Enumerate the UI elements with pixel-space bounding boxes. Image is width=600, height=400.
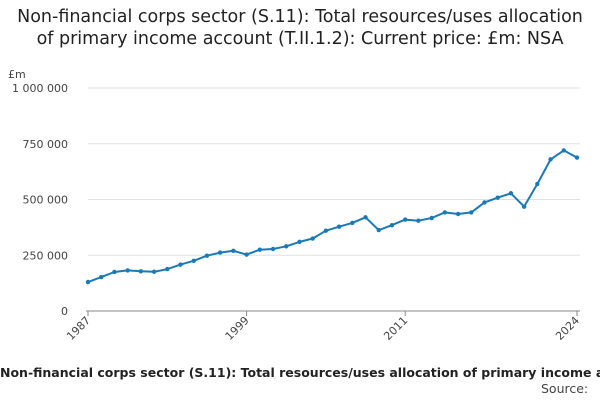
series-line [87,149,578,283]
data-point[interactable] [112,269,117,275]
y-tick-label: 0 [61,305,68,318]
data-point[interactable] [138,269,144,274]
y-tick-label: 1 000 000 [12,82,68,95]
data-point[interactable] [482,200,487,205]
data-point[interactable] [402,217,408,222]
series [85,148,580,285]
data-point[interactable] [416,218,421,223]
line-chart: 0 250 000 500 000 750 000 1 000 000 1987 1999… [12,82,582,343]
data-point[interactable] [495,195,500,200]
data-point[interactable] [270,246,276,252]
data-point[interactable] [165,266,170,272]
x-tick-label: 1987 [64,314,93,343]
data-point[interactable] [99,274,104,280]
data-point[interactable] [125,268,130,273]
data-point[interactable] [284,244,289,249]
data-point[interactable] [521,204,527,209]
data-point[interactable] [217,250,223,255]
legend-entry[interactable]: Non-financial corps sector (S.11): Total… [0,365,600,380]
data-point[interactable] [350,220,355,226]
data-point[interactable] [548,157,553,162]
data-point[interactable] [535,181,540,187]
data-point[interactable] [389,222,395,228]
chart-title: Non-financial corps sector (S.11): Total… [17,7,583,49]
data-point[interactable] [151,269,157,274]
data-point[interactable] [376,227,381,233]
data-point[interactable] [455,211,461,217]
data-point[interactable] [85,279,91,285]
data-point[interactable] [429,215,434,221]
x-tick-label: 2024 [553,314,582,343]
legend: Non-financial corps sector (S.11): Total… [0,360,600,382]
data-point[interactable] [323,228,329,233]
data-point[interactable] [336,224,342,229]
data-point[interactable] [191,258,196,264]
data-point[interactable] [257,247,263,252]
y-tick-labels: 0 250 000 500 000 750 000 1 000 000 [12,82,68,318]
data-point[interactable] [363,215,368,220]
data-point[interactable] [231,248,236,253]
data-point[interactable] [442,210,448,215]
x-tick-label: 2011 [381,314,410,343]
data-point[interactable] [561,148,566,153]
y-axis-unit-label: £m [8,68,26,81]
data-point[interactable] [297,239,302,245]
data-point[interactable] [178,262,183,267]
data-point[interactable] [244,252,249,257]
data-point[interactable] [574,155,580,160]
data-point[interactable] [204,253,210,258]
axes [86,310,580,316]
data-point[interactable] [508,191,514,196]
data-point[interactable] [469,210,474,215]
x-tick-label: 1999 [223,314,252,343]
x-tick-labels: 1987 1999 2011 2024 [64,314,582,343]
y-tick-label: 250 000 [23,249,69,262]
data-point[interactable] [310,236,315,241]
gridlines [88,87,580,256]
source-label: Source: [541,381,589,396]
y-tick-label: 500 000 [23,194,69,207]
y-tick-label: 750 000 [23,138,69,151]
